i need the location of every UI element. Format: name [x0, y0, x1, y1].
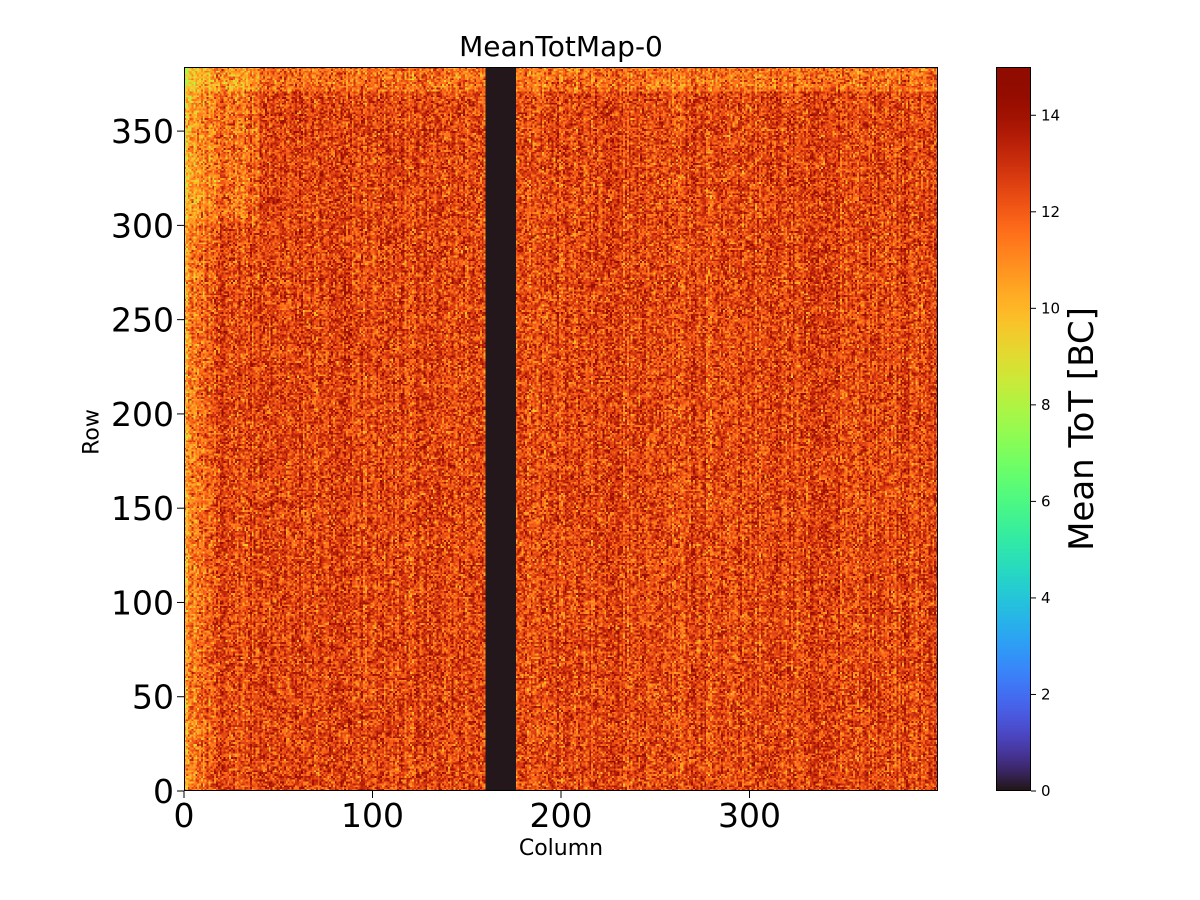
colorbar-label: Mean ToT [BC]	[1062, 307, 1102, 551]
colorbar-tick-label: 2	[1041, 685, 1051, 703]
y-tick-label: 150	[111, 489, 174, 528]
y-tick-label: 200	[111, 395, 174, 434]
colorbar	[996, 67, 1031, 791]
chart-title: MeanTotMap-0	[459, 30, 663, 63]
y-tick-label: 100	[111, 583, 174, 622]
x-tick-label: 0	[174, 796, 195, 835]
colorbar-tick-label: 10	[1041, 299, 1060, 317]
y-tick-label: 350	[111, 112, 174, 151]
y-tick-label: 50	[132, 678, 174, 717]
colorbar-tick-label: 4	[1041, 589, 1051, 607]
y-axis-label: Row	[79, 409, 105, 455]
x-tick-label: 300	[718, 796, 781, 835]
x-tick-label: 200	[530, 796, 593, 835]
x-tick-label: 100	[341, 796, 404, 835]
colorbar-tick-label: 6	[1041, 492, 1051, 510]
colorbar-tick-label: 14	[1041, 106, 1060, 124]
plot-frame	[184, 67, 938, 791]
heatmap-image	[184, 67, 938, 791]
y-tick-label: 250	[111, 301, 174, 340]
y-tick-label: 0	[153, 772, 174, 811]
colorbar-tick-label: 12	[1041, 203, 1060, 221]
colorbar-tick-label: 8	[1041, 396, 1051, 414]
colorbar-tick-label: 0	[1041, 782, 1051, 800]
y-tick-label: 300	[111, 206, 174, 245]
x-axis-label: Column	[518, 836, 604, 861]
